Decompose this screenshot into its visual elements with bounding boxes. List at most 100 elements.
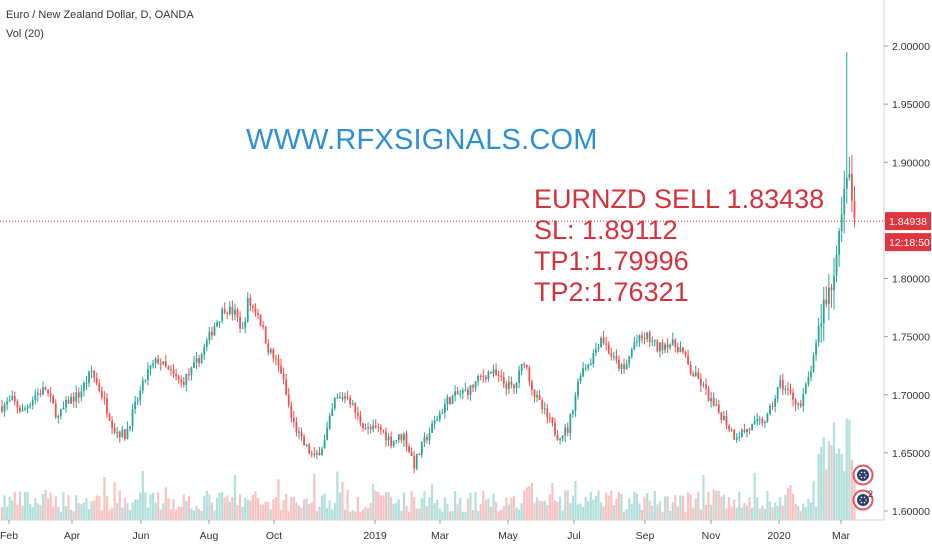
- volume-bar: [366, 508, 370, 520]
- y-tick-label: 1.90000: [892, 157, 930, 169]
- volume-bar: [139, 492, 142, 520]
- candle-body: [147, 369, 149, 380]
- candle-body: [848, 173, 851, 178]
- candle-body: [492, 369, 495, 374]
- volume-bar: [492, 493, 495, 520]
- volume-bar: [297, 505, 301, 520]
- volume-bar: [154, 502, 157, 520]
- volume-bar: [313, 473, 316, 520]
- calendar-event-icon[interactable]: [852, 464, 874, 486]
- volume-bar: [756, 497, 759, 520]
- candle-body: [648, 332, 651, 342]
- volume-bar: [579, 503, 582, 520]
- countdown-tag: [885, 233, 931, 252]
- volume-bar: [702, 475, 705, 520]
- volume-bar: [712, 489, 715, 520]
- candle-body: [426, 436, 428, 441]
- candle-body: [853, 200, 856, 218]
- volume-bar: [681, 495, 685, 520]
- volume-bar: [246, 499, 249, 520]
- volume-bar: [541, 501, 544, 520]
- volume-bar: [11, 500, 14, 520]
- dividend-event-icon-dot: [863, 501, 866, 504]
- candle-body: [21, 409, 24, 412]
- volume-bar: [392, 503, 395, 520]
- volume-bar: [0, 507, 4, 520]
- volume-bar: [331, 509, 334, 520]
- volume-bar: [651, 505, 654, 520]
- volume-bar: [264, 501, 267, 520]
- candle-body: [774, 398, 777, 407]
- candle-body: [513, 384, 515, 388]
- signal-take-profit-2: TP2:1.76321: [534, 277, 689, 307]
- volume-bar: [727, 497, 731, 520]
- candle-body: [676, 347, 679, 353]
- candle-body: [474, 381, 477, 388]
- volume-bar: [733, 499, 736, 520]
- volume-bar: [131, 502, 134, 520]
- candle-body: [817, 326, 820, 343]
- volume-bar: [336, 471, 339, 520]
- volume-bar: [758, 508, 761, 520]
- volume-bar: [840, 454, 843, 520]
- candle-body: [359, 415, 362, 424]
- volume-bar: [466, 498, 470, 520]
- volume-bar: [359, 511, 362, 520]
- volume-bar: [269, 509, 272, 520]
- volume-bar: [105, 496, 109, 520]
- candle-body: [548, 417, 551, 419]
- volume-bar: [845, 418, 848, 520]
- volume-bar: [525, 487, 528, 520]
- volume-bar: [822, 437, 825, 520]
- volume-bar: [149, 494, 152, 520]
- volume-bar: [735, 507, 738, 520]
- candle-body: [431, 423, 433, 433]
- candle-body: [661, 342, 664, 351]
- volume-bar: [272, 499, 275, 520]
- volume-bar: [666, 496, 669, 520]
- candle-body: [712, 398, 715, 406]
- candle-body: [592, 353, 595, 364]
- candle-body: [812, 355, 815, 372]
- candle-body: [405, 433, 408, 447]
- candle-body: [54, 403, 57, 418]
- dividend-event-icon[interactable]: [852, 489, 874, 511]
- candle-body: [802, 393, 805, 407]
- volume-bar: [182, 494, 185, 520]
- volume-bar: [18, 491, 22, 520]
- candle-body: [382, 429, 385, 432]
- volume-bars: [0, 418, 856, 520]
- volume-bar: [774, 502, 777, 520]
- volume-bar: [223, 497, 226, 520]
- candle-body: [67, 400, 70, 404]
- candle-body: [490, 372, 492, 374]
- candle-body: [733, 429, 736, 440]
- volume-indicator-label[interactable]: Vol (20): [6, 28, 44, 40]
- symbol-title[interactable]: Euro / New Zealand Dollar, D, OANDA: [6, 9, 194, 21]
- candle-body: [641, 335, 643, 339]
- candle-body: [651, 340, 654, 342]
- volume-bar: [251, 495, 254, 520]
- candle-body: [487, 372, 490, 380]
- volume-bar: [205, 490, 208, 520]
- volume-bar: [395, 502, 398, 520]
- candle-body: [564, 427, 567, 436]
- candle-body: [584, 368, 587, 370]
- candle-body: [42, 387, 44, 395]
- candle-body: [589, 363, 592, 365]
- volume-bar: [349, 511, 352, 520]
- candle-body: [797, 403, 800, 405]
- volume-bar: [39, 504, 42, 520]
- volume-bar: [763, 508, 766, 520]
- volume-bar: [599, 502, 603, 520]
- volume-bar: [328, 500, 331, 520]
- y-tick-label: 1.65000: [892, 448, 930, 460]
- x-tick-label: Feb: [0, 530, 18, 542]
- candle-body: [605, 343, 608, 345]
- candle-body: [280, 365, 282, 374]
- volume-bar: [679, 495, 682, 520]
- candle-body: [72, 396, 75, 402]
- candle-body: [740, 429, 743, 437]
